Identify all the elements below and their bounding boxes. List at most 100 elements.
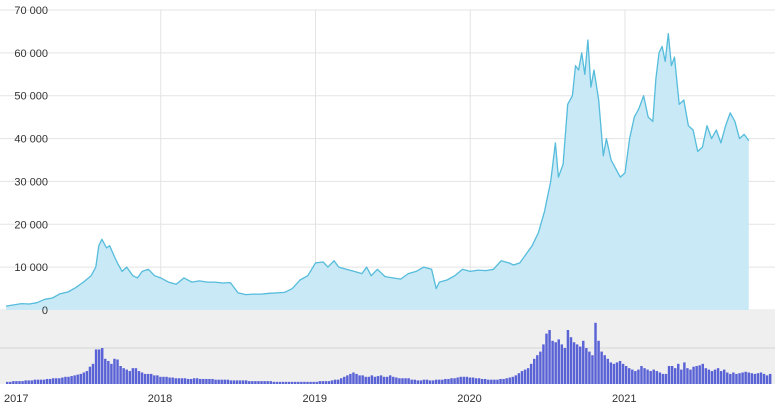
volume-bar: [278, 381, 282, 384]
volume-bar: [162, 376, 165, 384]
volume-bar: [582, 340, 585, 384]
volume-bar: [480, 378, 484, 384]
volume-bar: [548, 330, 551, 384]
volume-bar: [490, 379, 493, 384]
volume-bar: [410, 379, 413, 384]
volume-bar: [496, 379, 499, 384]
volume-bar: [677, 363, 680, 384]
volume-bar: [205, 378, 208, 384]
volume-bar: [199, 378, 202, 384]
volume-bar: [471, 377, 475, 384]
volume-bar: [232, 380, 236, 384]
volume-bar: [284, 381, 288, 384]
volume-bar: [634, 371, 637, 384]
volume-bar: [477, 378, 481, 384]
volume-bar: [395, 377, 398, 384]
volume-bar: [557, 339, 560, 384]
volume-bar: [554, 342, 557, 384]
volume-bar: [618, 360, 622, 384]
volume-bar: [76, 374, 79, 384]
y-tick-label: 40 000: [14, 134, 48, 146]
volume-bar: [364, 376, 367, 384]
volume-bar: [165, 376, 168, 384]
volume-bar: [529, 363, 533, 384]
volume-bar: [591, 355, 594, 384]
volume-bar: [12, 381, 15, 384]
volume-bar: [36, 379, 40, 384]
volume-bar: [597, 340, 600, 384]
volume-bar: [55, 378, 58, 384]
volume-bar: [143, 373, 147, 384]
volume-bar: [15, 381, 18, 384]
volume-bar: [499, 378, 502, 384]
volume-bar: [48, 378, 52, 384]
y-tick-label: 0: [42, 305, 48, 317]
y-axis-labels: 0 10 000 20 000 30 000 40 000 50 000 60 000 70 …: [14, 5, 48, 317]
y-tick-label: 10 000: [14, 262, 48, 274]
volume-bar: [61, 377, 64, 384]
volume-bar: [355, 373, 358, 384]
volume-bar: [107, 360, 110, 384]
volume-bar: [330, 380, 334, 384]
volume-bar: [428, 380, 432, 384]
volume-bar: [652, 369, 655, 384]
volume-bar: [116, 359, 119, 384]
volume-bars: [6, 322, 772, 384]
volume-bar: [606, 358, 609, 384]
volume-bar: [646, 369, 649, 384]
volume-bar: [192, 378, 196, 384]
volume-bar: [294, 381, 297, 384]
volume-bar: [251, 381, 254, 384]
volume-bar: [756, 373, 760, 384]
volume-bar: [698, 365, 701, 384]
volume-bar: [287, 381, 291, 384]
volume-bar: [229, 380, 233, 384]
price-area-series: [5, 32, 750, 310]
volume-bar: [413, 379, 416, 384]
volume-bar: [128, 371, 132, 384]
volume-bar: [324, 381, 328, 384]
volume-bar: [343, 376, 346, 384]
volume-bar: [33, 379, 37, 384]
volume-bar: [683, 362, 686, 384]
volume-bar: [398, 378, 401, 384]
volume-bar: [692, 366, 695, 384]
volume-bar: [655, 371, 659, 384]
volume-bar: [42, 379, 46, 384]
volume-bar: [542, 344, 545, 384]
volume-bar: [217, 379, 220, 384]
volume-bar: [667, 366, 671, 384]
volume-bar: [131, 368, 135, 384]
volume-bar: [260, 381, 263, 384]
volume-bar: [741, 372, 744, 384]
volume-bar: [352, 372, 355, 384]
volume-bar: [600, 351, 603, 384]
volume-bar: [750, 373, 754, 384]
volume-bar: [85, 371, 89, 384]
volume-bar: [673, 368, 677, 384]
volume-bar: [615, 362, 619, 384]
volume-bar: [444, 378, 447, 384]
volume-bar: [726, 372, 729, 384]
volume-bar: [612, 363, 616, 384]
volume-bar: [640, 366, 643, 384]
volume-bar: [156, 375, 159, 384]
volume-bar: [624, 366, 628, 384]
volume-bar: [97, 349, 101, 384]
volume-bar: [434, 379, 438, 384]
volume-bar: [82, 372, 86, 384]
volume-bar: [6, 381, 9, 384]
volume-bar: [385, 376, 389, 384]
volume-bar: [438, 379, 441, 384]
volume-bar: [585, 348, 588, 384]
volume-bar: [67, 376, 70, 384]
volume-bar: [704, 368, 708, 384]
volume-bar: [493, 379, 496, 384]
volume-bar: [407, 378, 410, 384]
volume-bar: [303, 381, 306, 384]
volume-bar: [168, 377, 171, 384]
volume-bar: [370, 375, 374, 384]
volume-bar: [710, 371, 714, 384]
volume-bar: [533, 358, 536, 384]
volume-bar: [333, 379, 337, 384]
